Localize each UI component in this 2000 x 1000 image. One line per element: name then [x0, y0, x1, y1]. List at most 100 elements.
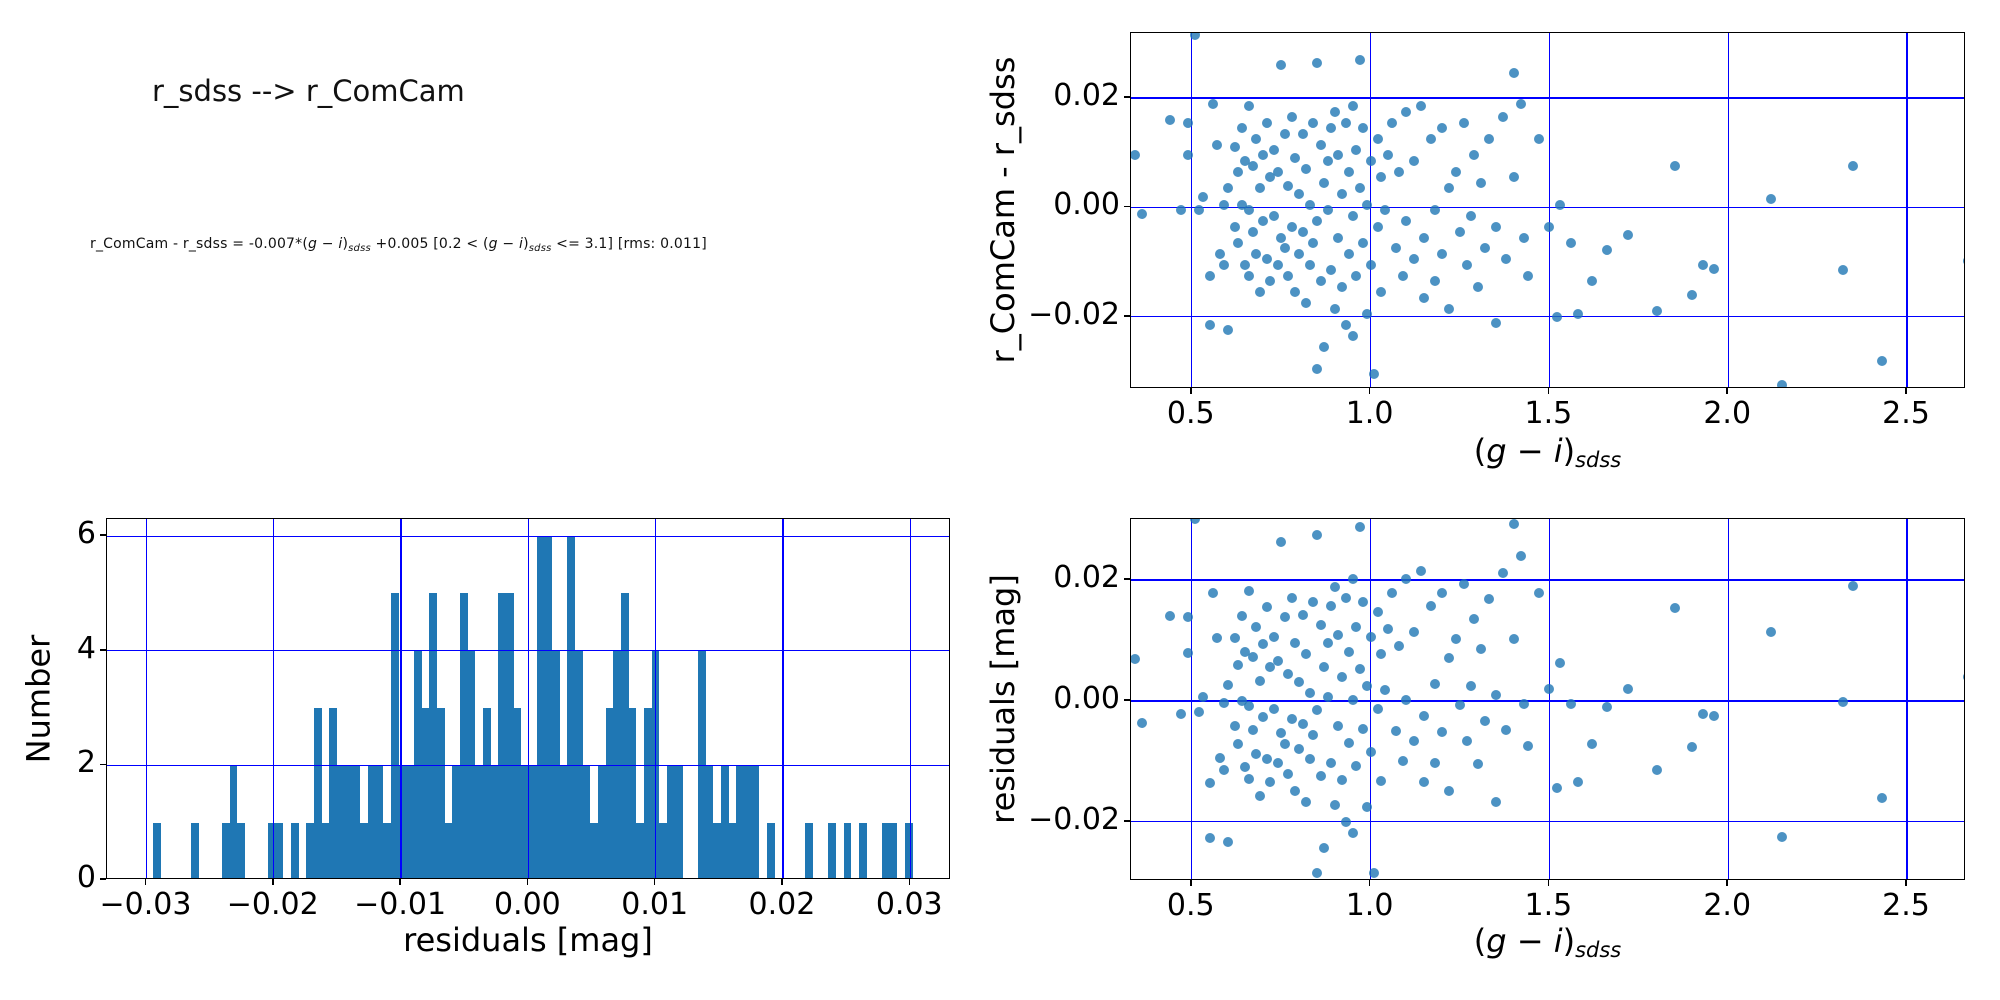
histogram-bar — [628, 708, 637, 878]
data-point — [1387, 117, 1398, 128]
data-point — [1311, 216, 1322, 227]
data-point — [1848, 581, 1859, 592]
y-tick-label: −0.02 — [1028, 801, 1120, 837]
x-tick-label: 2.0 — [1703, 888, 1752, 923]
histogram-bar — [743, 765, 752, 878]
data-point — [1301, 298, 1312, 309]
math-text: ( — [1473, 432, 1487, 470]
data-point — [1261, 117, 1272, 128]
data-point — [1372, 607, 1383, 618]
math-subscript: sdss — [1575, 938, 1622, 962]
math-subscript: sdss — [528, 243, 552, 254]
data-point — [1347, 574, 1358, 585]
histogram-bar — [529, 765, 537, 878]
data-point — [1244, 101, 1254, 112]
data-point — [1408, 254, 1419, 265]
data-point — [1508, 172, 1519, 183]
data-point — [1222, 183, 1233, 194]
data-point — [1519, 698, 1530, 709]
data-point — [1551, 782, 1562, 793]
data-point — [1261, 753, 1272, 764]
histogram-bar — [559, 765, 568, 878]
data-point — [1251, 134, 1262, 145]
data-point — [1244, 586, 1254, 597]
data-point — [1347, 101, 1358, 112]
data-point — [1354, 54, 1365, 65]
data-point — [1451, 166, 1462, 177]
data-point — [1351, 270, 1362, 281]
histogram-bar — [828, 822, 837, 878]
color-term-scatter-plot-area — [1130, 32, 1965, 388]
gridline-horizontal — [107, 535, 949, 537]
histogram-bar — [429, 593, 437, 878]
data-point — [1344, 647, 1355, 658]
histogram-bar — [360, 822, 368, 878]
data-point — [1190, 519, 1201, 525]
data-point — [1573, 309, 1583, 320]
data-point — [1372, 134, 1383, 145]
histogram-bar — [291, 822, 299, 878]
gridline-vertical — [909, 519, 911, 878]
data-point — [1258, 711, 1269, 722]
data-point — [1533, 588, 1544, 599]
data-point — [1333, 232, 1344, 243]
data-point — [1283, 769, 1294, 780]
data-point — [1376, 649, 1387, 660]
data-point — [1222, 679, 1233, 690]
data-point — [1236, 123, 1247, 134]
data-point — [1286, 112, 1297, 123]
data-point — [1297, 128, 1308, 139]
data-point — [1208, 587, 1219, 598]
y-tick-mark — [100, 534, 106, 536]
histogram-bar — [590, 822, 599, 878]
data-point — [1347, 330, 1358, 341]
data-point — [1247, 227, 1258, 238]
histogram-bar — [352, 765, 361, 878]
data-point — [1776, 380, 1787, 387]
data-point — [1204, 832, 1215, 843]
histogram-bar — [605, 708, 614, 878]
histogram-bar — [536, 536, 545, 878]
x-tick-label: 1.5 — [1524, 396, 1573, 431]
histogram-bar — [552, 650, 560, 878]
math-text: ( — [1473, 922, 1487, 960]
data-point — [1176, 709, 1187, 720]
data-point — [1304, 259, 1315, 270]
data-point — [1419, 292, 1430, 303]
math-text: i — [518, 236, 524, 252]
data-point — [1401, 573, 1412, 584]
data-point — [1444, 786, 1455, 797]
gridline-horizontal — [1131, 821, 1964, 823]
math-text: ) — [523, 236, 529, 252]
data-point — [1131, 150, 1140, 161]
y-tick-mark — [1124, 96, 1130, 98]
math-text: i — [338, 236, 343, 252]
histogram-bar — [567, 536, 576, 878]
data-point — [1469, 614, 1480, 625]
histogram-bar — [859, 822, 867, 878]
data-point — [1322, 637, 1333, 648]
data-point — [1401, 694, 1412, 705]
data-point — [1387, 587, 1398, 598]
data-point — [1269, 704, 1280, 715]
data-point — [1311, 868, 1322, 879]
data-point — [1476, 177, 1487, 188]
histogram-bar — [598, 765, 606, 878]
data-point — [1490, 797, 1501, 808]
data-point — [1408, 627, 1419, 638]
x-tick-label: 1.0 — [1345, 396, 1394, 431]
gridline-horizontal — [1131, 316, 1964, 318]
data-point — [1351, 761, 1362, 772]
data-point — [1322, 155, 1333, 166]
data-point — [1265, 276, 1276, 287]
data-point — [1272, 166, 1283, 177]
y-tick-mark — [1124, 315, 1130, 317]
data-point — [1269, 631, 1280, 642]
data-point — [1476, 643, 1487, 654]
histogram-bar — [636, 822, 645, 878]
data-point — [1286, 593, 1297, 604]
math-subscript: sdss — [1575, 448, 1622, 472]
data-point — [1426, 601, 1437, 612]
data-point — [1279, 128, 1290, 139]
gridline-vertical — [273, 519, 275, 878]
